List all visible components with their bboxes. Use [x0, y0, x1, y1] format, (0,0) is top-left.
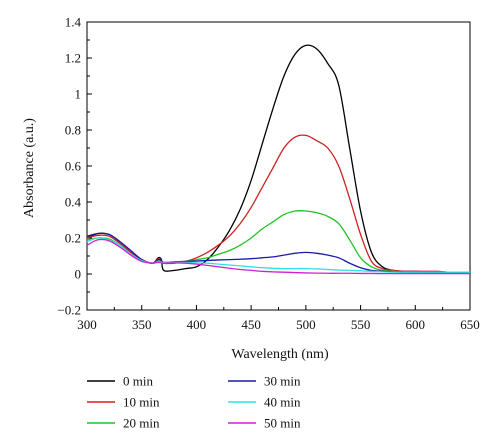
series-line-10-min [86, 134, 470, 273]
y-tick-label: 0.4 [65, 195, 82, 210]
legend-label: 10 min [123, 395, 160, 410]
y-tick-label: 0.8 [65, 123, 81, 138]
series-line-0-min [86, 44, 471, 274]
x-tick-label: 550 [351, 317, 371, 332]
legend-label: 0 min [123, 374, 153, 389]
series-group [86, 44, 471, 275]
plot-frame [86, 21, 471, 311]
x-tick-label: 450 [241, 317, 261, 332]
x-tick-label: 500 [296, 317, 316, 332]
legend-label: 20 min [123, 416, 160, 431]
x-tick-label: 400 [187, 317, 207, 332]
y-tick-label: 1.4 [65, 15, 82, 30]
series-line-40-min [86, 237, 470, 273]
x-tick-label: 650 [460, 317, 480, 332]
series-line-20-min [86, 210, 470, 273]
y-tick-label: 0 [75, 267, 82, 282]
y-tick-label: 0.2 [65, 231, 81, 246]
legend-label: 30 min [264, 374, 301, 389]
x-tick-label: 300 [77, 317, 97, 332]
legend-label: 50 min [264, 416, 301, 431]
x-tick-label: 350 [132, 317, 152, 332]
legend-label: 40 min [264, 395, 301, 410]
series-line-30-min [86, 232, 470, 274]
y-tick-label: 1.2 [65, 51, 81, 66]
legend: 0 min 10 min 20 min 30 min 40 min 50 min [87, 374, 301, 431]
series-line-50-min [86, 238, 470, 275]
x-axis-title: Wavelength (nm) [231, 347, 329, 362]
y-tick-label: 0.6 [65, 159, 82, 174]
y-tick-label: −0.2 [57, 303, 81, 318]
y-tick-label: 1 [75, 87, 82, 102]
x-tick-label: 600 [406, 317, 426, 332]
y-axis-title: Absorbance (a.u.) [22, 118, 37, 218]
